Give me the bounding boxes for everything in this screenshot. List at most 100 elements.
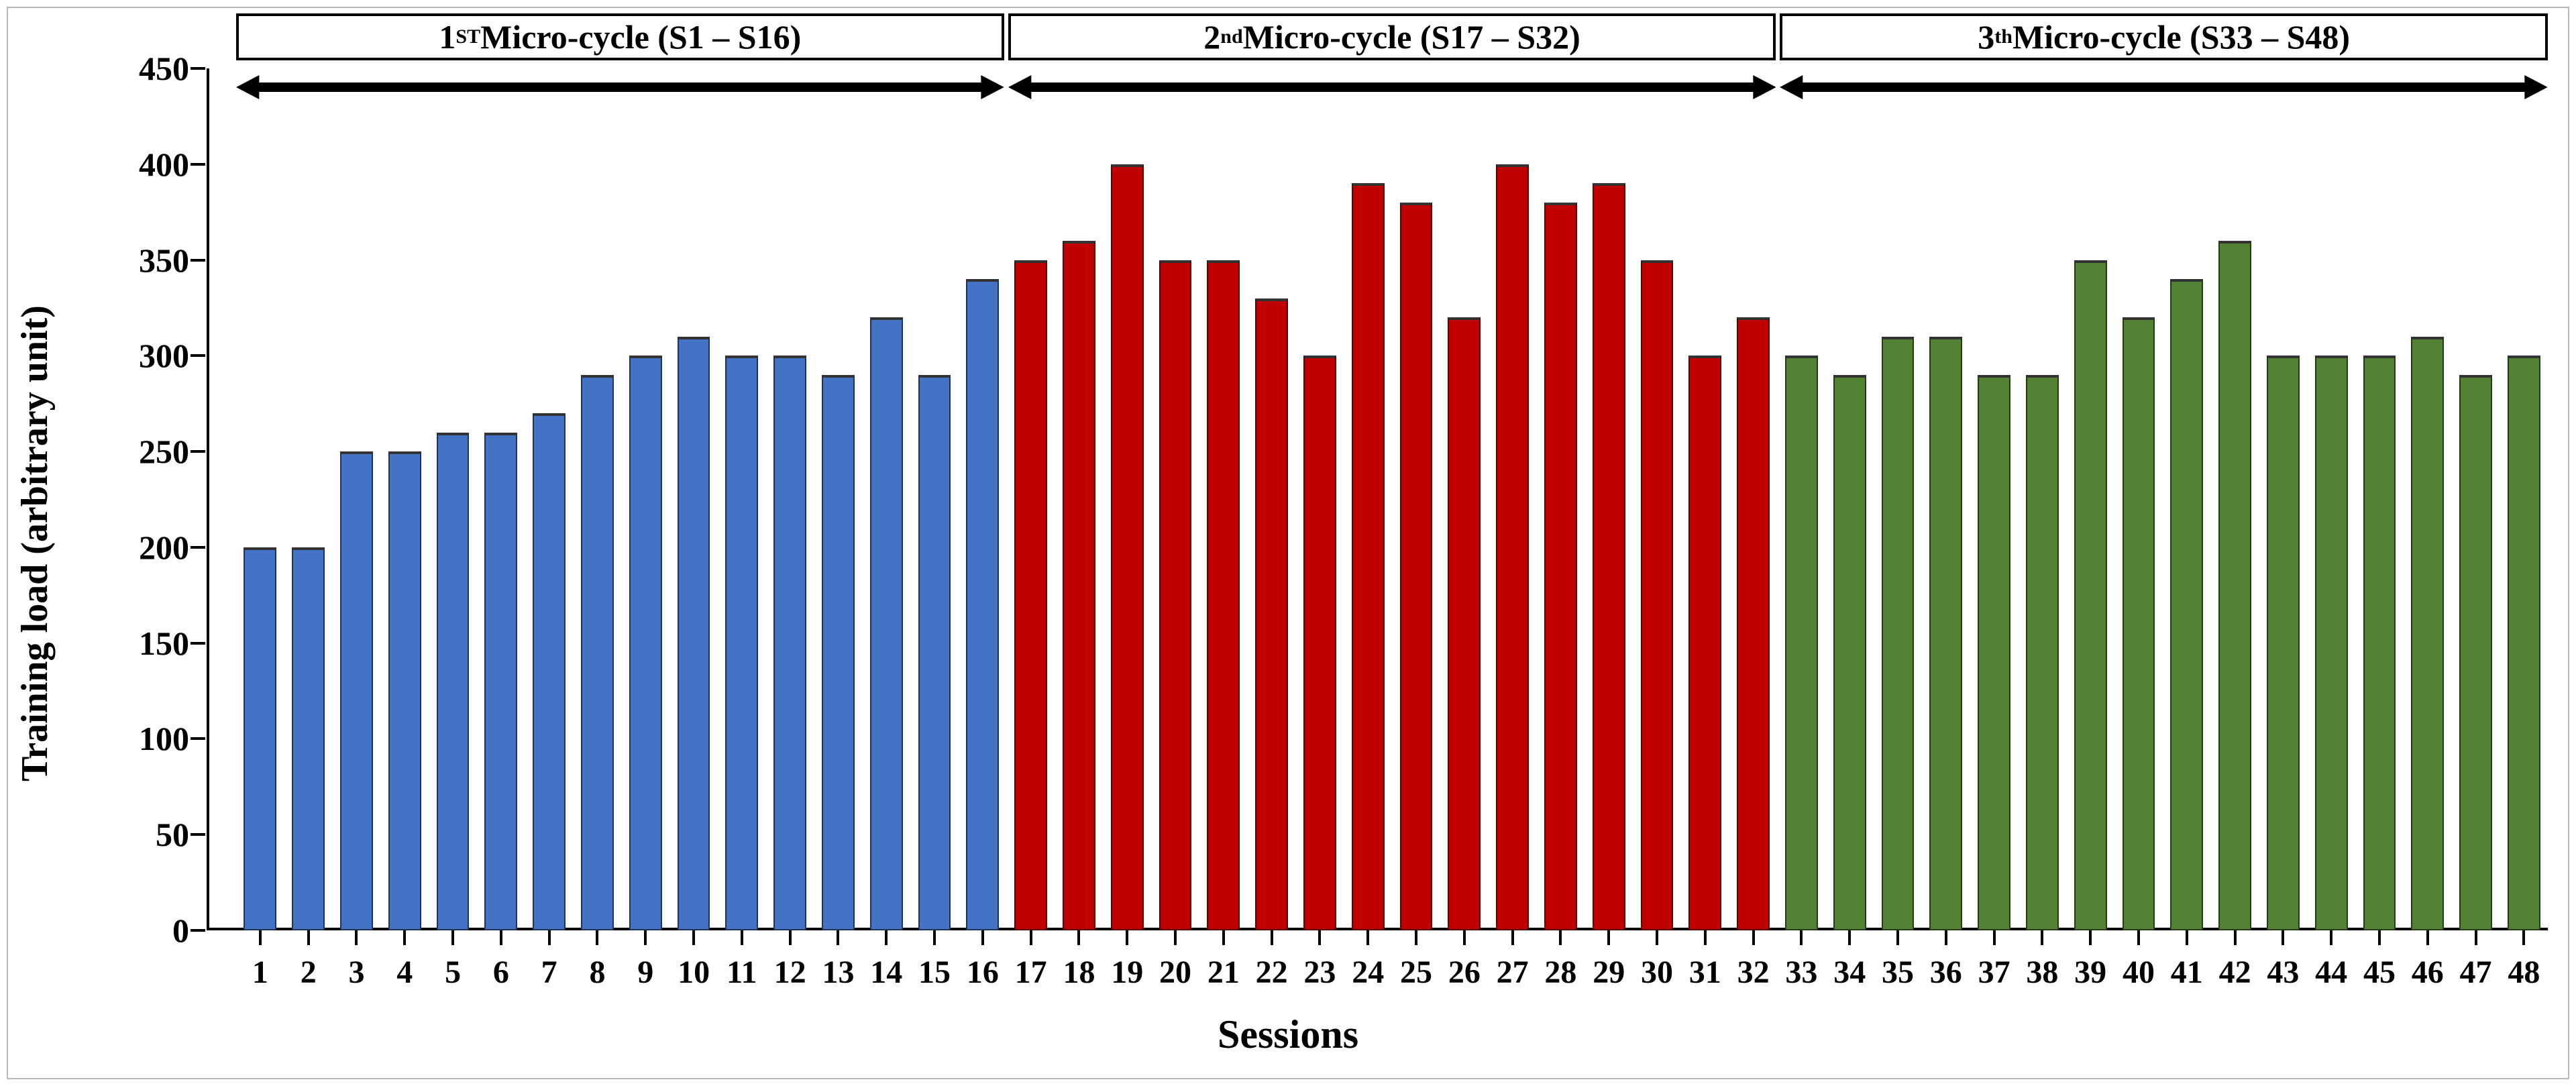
bar-slot: 18: [1055, 68, 1104, 930]
x-tick: [837, 930, 839, 945]
x-tick: [1559, 930, 1562, 945]
y-axis-line: [203, 68, 209, 930]
bar-slot: 6: [477, 68, 525, 930]
y-tick: [191, 833, 205, 836]
bar: [2411, 337, 2444, 930]
bar: [484, 433, 517, 930]
x-tick: [1222, 930, 1225, 945]
bar: [1737, 317, 1770, 930]
bar-slot: 10: [669, 68, 718, 930]
y-tick-label: 450: [95, 49, 189, 88]
bar-slot: 12: [766, 68, 814, 930]
x-tick: [2137, 930, 2140, 945]
x-tick-label: 30: [1641, 954, 1673, 991]
bar: [533, 413, 566, 930]
bar: [2026, 375, 2059, 930]
bar-slot: 9: [621, 68, 669, 930]
bar-slot: 36: [1922, 68, 1970, 930]
bar: [292, 547, 325, 930]
x-tick-label: 21: [1208, 954, 1240, 991]
x-tick: [1030, 930, 1032, 945]
bar-slot: 5: [429, 68, 477, 930]
x-tick-label: 5: [445, 954, 461, 991]
y-tick: [191, 163, 205, 166]
y-tick: [191, 67, 205, 70]
bar: [1785, 356, 1818, 930]
bar-slot: 43: [2259, 68, 2307, 930]
x-tick-label: 37: [1978, 954, 2010, 991]
x-tick-label: 8: [589, 954, 605, 991]
x-tick-label: 46: [2412, 954, 2444, 991]
x-tick-label: 19: [1111, 954, 1143, 991]
bar: [1496, 164, 1529, 930]
bar: [581, 375, 614, 930]
bar-slot: 13: [814, 68, 863, 930]
bar: [1688, 356, 1721, 930]
x-tick: [1607, 930, 1610, 945]
x-tick: [1174, 930, 1177, 945]
bar-slot: 31: [1681, 68, 1729, 930]
bar: [388, 451, 421, 930]
bar-slot: 44: [2307, 68, 2355, 930]
bar-slot: 14: [862, 68, 910, 930]
x-tick: [1415, 930, 1417, 945]
x-tick: [403, 930, 406, 945]
bar: [2363, 356, 2396, 930]
bar: [1833, 375, 1866, 930]
bar: [437, 433, 470, 930]
x-tick-label: 3: [348, 954, 364, 991]
x-tick: [1271, 930, 1273, 945]
x-tick: [2089, 930, 2092, 945]
bar: [678, 337, 710, 930]
x-tick-label: 23: [1303, 954, 1336, 991]
bar-slot: 32: [1729, 68, 1778, 930]
x-tick-label: 48: [2508, 954, 2540, 991]
bars-container: 1234567891011121314151617181920212223242…: [236, 68, 2548, 930]
x-tick-label: 22: [1256, 954, 1288, 991]
x-tick: [2378, 930, 2381, 945]
y-tick-label: 400: [95, 145, 189, 184]
x-tick: [2522, 930, 2525, 945]
x-tick-label: 16: [967, 954, 999, 991]
bar-slot: 47: [2452, 68, 2500, 930]
bar-slot: 45: [2355, 68, 2404, 930]
x-tick-label: 41: [2171, 954, 2203, 991]
bar: [966, 279, 999, 930]
x-tick-label: 33: [1785, 954, 1817, 991]
bar: [822, 375, 855, 930]
x-tick-label: 39: [2074, 954, 2106, 991]
x-tick: [789, 930, 792, 945]
x-tick: [2330, 930, 2332, 945]
x-tick-label: 44: [2315, 954, 2347, 991]
bar: [1063, 241, 1095, 930]
bar-slot: 48: [2500, 68, 2548, 930]
y-axis-title: Training load (arbitrary unit): [13, 305, 56, 781]
x-tick-label: 45: [2363, 954, 2396, 991]
x-tick: [1463, 930, 1466, 945]
bar: [629, 356, 662, 930]
micro-cycle-1-label: 1ST Micro-cycle (S1 – S16): [236, 13, 1004, 60]
x-tick: [1126, 930, 1128, 945]
x-tick-label: 26: [1448, 954, 1481, 991]
bar-slot: 1: [236, 68, 284, 930]
x-tick: [1848, 930, 1851, 945]
bar-slot: 21: [1199, 68, 1248, 930]
bar-slot: 30: [1633, 68, 1681, 930]
bar: [2123, 317, 2155, 930]
x-tick-label: 7: [541, 954, 557, 991]
bar: [1255, 298, 1288, 930]
bar-slot: 3: [333, 68, 381, 930]
x-tick-label: 4: [396, 954, 413, 991]
y-tick-label: 350: [95, 241, 189, 280]
bar: [1352, 183, 1385, 930]
x-tick: [596, 930, 598, 945]
x-tick: [2475, 930, 2477, 945]
x-tick: [548, 930, 551, 945]
x-tick-label: 43: [2267, 954, 2299, 991]
x-tick: [1511, 930, 1514, 945]
bar-slot: 15: [910, 68, 959, 930]
y-tick: [191, 546, 205, 549]
x-tick-label: 24: [1352, 954, 1384, 991]
x-tick-label: 36: [1930, 954, 1962, 991]
bar: [1448, 317, 1481, 930]
